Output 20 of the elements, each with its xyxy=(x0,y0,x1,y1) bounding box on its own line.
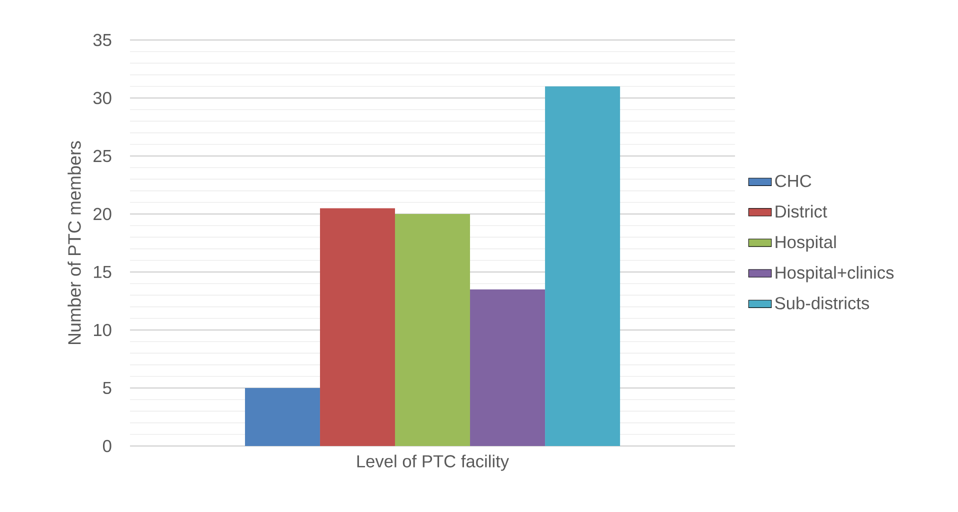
x-tick-label: Level of PTC facility xyxy=(357,454,510,471)
y-tick-label: 25 xyxy=(94,150,112,162)
y-tick-label: 30 xyxy=(93,92,112,104)
legend-label: Hospital+clinics xyxy=(776,266,894,282)
y-tick-label: 20 xyxy=(94,208,112,220)
y-tick-label: 10 xyxy=(94,324,112,336)
legend-label: CHC xyxy=(775,174,812,188)
bar xyxy=(394,214,470,446)
bar xyxy=(470,289,546,446)
bar xyxy=(244,388,320,446)
legend-label: Sub-districts xyxy=(775,296,870,310)
y-tick-label: 5 xyxy=(103,382,112,394)
bar xyxy=(545,86,620,446)
y-axis-title: Number of PTC members xyxy=(68,141,81,344)
legend-label: District xyxy=(776,204,828,218)
legend-label: Hospital xyxy=(776,235,836,252)
y-tick-label: 15 xyxy=(94,266,112,278)
bar xyxy=(320,208,395,446)
y-tick-label: 35 xyxy=(93,34,112,46)
y-tick-label: 0 xyxy=(102,440,112,452)
